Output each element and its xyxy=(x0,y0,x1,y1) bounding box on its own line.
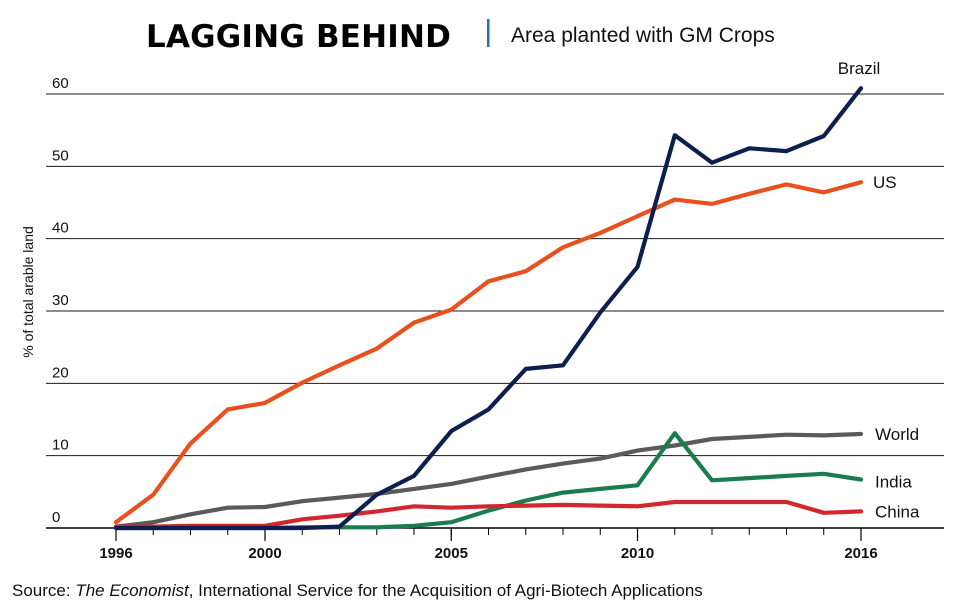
series-line-brazil xyxy=(113,86,864,531)
source-publication: The Economist xyxy=(75,581,190,600)
y-axis-label: % of total arable land xyxy=(20,226,36,358)
y-tick-label: 40 xyxy=(52,220,69,237)
source-label: Source: xyxy=(12,581,75,600)
x-tick-label: 2005 xyxy=(435,545,468,562)
series-line-china xyxy=(113,499,864,529)
series-lines xyxy=(113,86,864,531)
series-line-india xyxy=(113,431,864,531)
y-tick-label: 0 xyxy=(52,509,60,526)
chart-subtitle: Area planted with GM Crops xyxy=(511,24,775,47)
series-line-world xyxy=(113,431,864,529)
series-line-us xyxy=(113,180,864,525)
y-tick-label: 20 xyxy=(52,364,69,381)
gridlines xyxy=(46,93,944,457)
series-label-brazil: Brazil xyxy=(838,59,881,78)
y-tick-label: 60 xyxy=(52,75,69,92)
series-label-world: World xyxy=(875,425,919,444)
chart-title: LAGGING BEHIND xyxy=(146,19,451,55)
x-tick-label: 2010 xyxy=(621,545,654,562)
series-label-india: India xyxy=(875,473,912,492)
y-tick-label: 30 xyxy=(52,292,69,309)
series-label-china: China xyxy=(875,502,920,521)
source-note: Source: The Economist, International Ser… xyxy=(12,581,703,600)
x-tick-label: 2016 xyxy=(844,545,877,562)
source-rest: , International Service for the Acquisit… xyxy=(189,581,703,600)
x-tick-label: 1996 xyxy=(99,545,132,562)
title-divider xyxy=(487,19,490,47)
x-axis: 1996 2000 2005 2010 2016 xyxy=(46,527,944,562)
series-labels: US World India China Brazil xyxy=(838,59,920,521)
x-tick-label: 2000 xyxy=(248,545,281,562)
series-label-us: US xyxy=(873,173,897,192)
y-tick-label: 10 xyxy=(52,437,69,454)
y-tick-labels: 0 10 20 30 40 50 60 xyxy=(52,75,69,526)
y-tick-label: 50 xyxy=(52,147,69,164)
